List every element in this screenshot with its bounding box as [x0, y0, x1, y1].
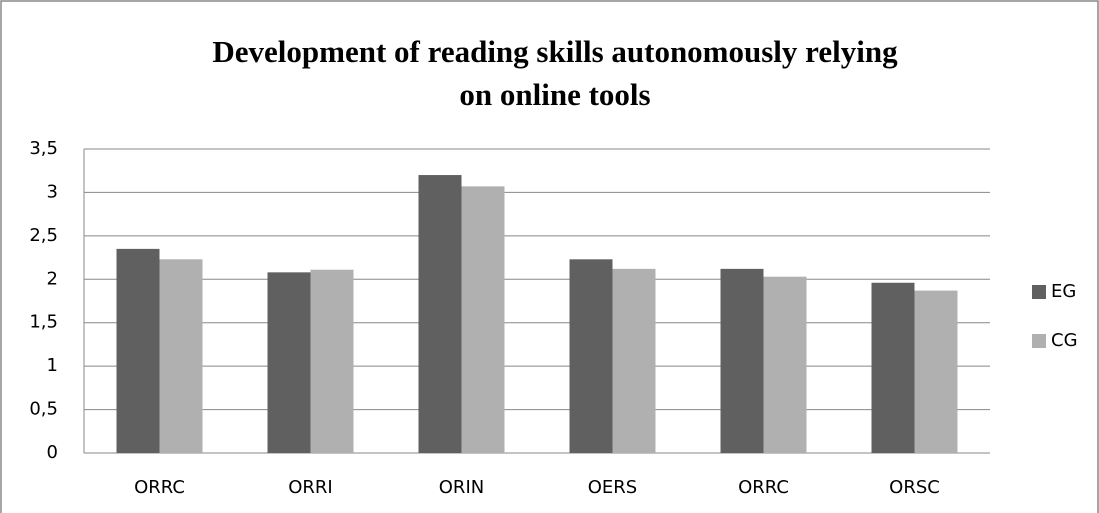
bar — [720, 268, 764, 453]
bar — [310, 269, 354, 453]
x-tick-label: ORIN — [439, 477, 484, 498]
bar — [914, 290, 958, 453]
bar — [612, 268, 656, 453]
x-tick-label: ORRI — [288, 477, 333, 498]
y-tick-label: 2,5 — [29, 225, 58, 246]
x-tick-label: ORRC — [134, 477, 185, 498]
bar — [159, 259, 203, 453]
x-tick-label: ORRC — [738, 477, 789, 498]
bar — [763, 276, 807, 453]
legend-label: EG — [1051, 281, 1076, 302]
chart-title: on online tools — [459, 77, 650, 112]
chart-title: Development of reading skills autonomous… — [212, 34, 898, 69]
y-tick-label: 1 — [47, 355, 58, 376]
bar — [461, 186, 505, 453]
y-tick-label: 3,5 — [29, 138, 58, 159]
bar — [871, 282, 915, 453]
y-tick-label: 0,5 — [29, 399, 58, 420]
legend-swatch — [1032, 334, 1046, 348]
y-tick-label: 2 — [47, 268, 58, 289]
y-tick-label: 1,5 — [29, 312, 58, 333]
bar — [116, 248, 160, 453]
bar — [569, 259, 613, 453]
bar — [267, 272, 311, 453]
y-tick-label: 3 — [47, 181, 58, 202]
y-tick-label: 0 — [47, 442, 58, 463]
bar — [418, 175, 462, 454]
x-tick-label: OERS — [588, 477, 637, 498]
legend-label: CG — [1051, 330, 1078, 351]
x-tick-label: ORSC — [889, 477, 940, 498]
legend-swatch — [1032, 285, 1046, 299]
